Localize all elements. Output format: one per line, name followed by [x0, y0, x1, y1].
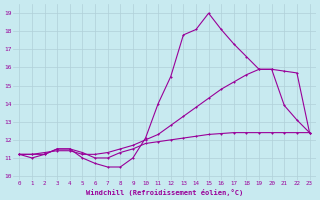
X-axis label: Windchill (Refroidissement éolien,°C): Windchill (Refroidissement éolien,°C): [86, 189, 243, 196]
